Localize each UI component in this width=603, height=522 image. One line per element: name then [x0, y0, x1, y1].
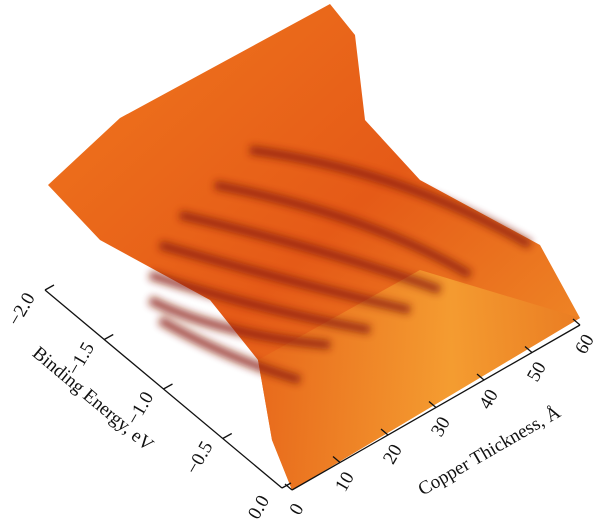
x-tick-label: 50	[523, 358, 551, 385]
y-tick	[163, 383, 173, 390]
y-tick	[103, 333, 114, 341]
x-tick-label: 0	[286, 500, 309, 519]
x-tick	[476, 373, 485, 381]
x-tick	[572, 318, 581, 326]
y-tick-label: 0.0	[244, 492, 274, 522]
x-tick	[380, 428, 389, 436]
x-tick-label: 30	[427, 413, 455, 440]
surface	[48, 4, 580, 490]
y-tick-label: −0.5	[182, 438, 217, 478]
x-tick	[332, 456, 341, 463]
x-tick	[428, 401, 437, 408]
y-tick	[222, 432, 233, 440]
x-tick	[524, 346, 533, 353]
x-tick-label: 10	[331, 468, 359, 495]
y-tick	[44, 284, 55, 291]
x-tick-label: 20	[379, 441, 407, 468]
y-tick-label: −2.0	[4, 289, 39, 329]
x-tick-label: 60	[571, 331, 599, 358]
x-tick	[284, 483, 293, 491]
x-tick-label: 40	[475, 386, 503, 413]
